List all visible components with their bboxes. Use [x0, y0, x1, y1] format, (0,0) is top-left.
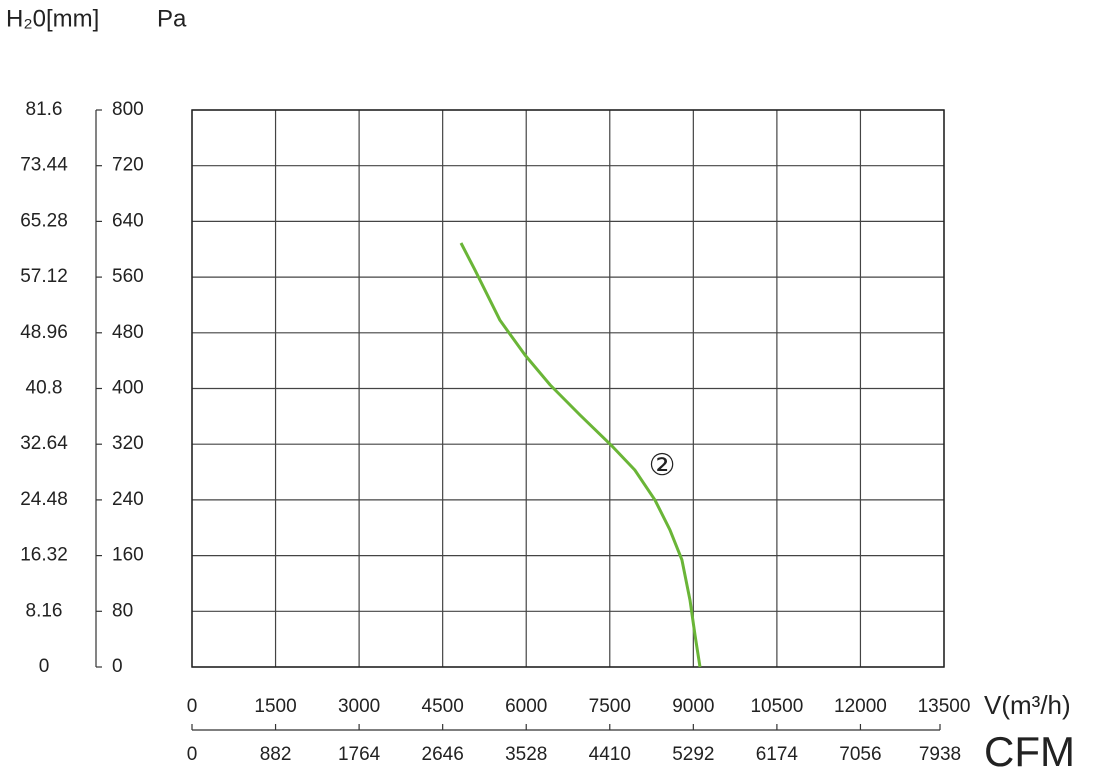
x2-tick-label: 1764 — [338, 744, 381, 765]
plot-frame — [191, 109, 945, 668]
x2-tick-label: 7056 — [839, 744, 881, 765]
y2-tick-label: 16.32 — [20, 545, 68, 566]
x2-tick-label: 7938 — [919, 744, 961, 765]
x2-tick-label: 3528 — [505, 744, 547, 765]
x2-unit-label: CFM — [984, 728, 1075, 775]
y-unit-label: Pa — [157, 5, 187, 32]
x-tick-label: 0 — [187, 696, 198, 717]
y2-tick-label: 24.48 — [20, 489, 68, 510]
y-tick-label: 320 — [112, 433, 144, 454]
y2-tick-label: 32.64 — [20, 433, 68, 454]
y2-tick-label: 0 — [39, 656, 50, 677]
y2-tick-label: 40.8 — [26, 378, 63, 399]
x-tick-label: 12000 — [834, 696, 887, 717]
x-tick-label: 3000 — [338, 696, 380, 717]
y-tick-label: 560 — [112, 266, 144, 287]
y2-tick-label: 81.6 — [26, 99, 63, 120]
x-tick-label: 10500 — [750, 696, 803, 717]
x-unit-label: V(m³/h) — [984, 690, 1071, 720]
x-tick-label: 13500 — [918, 696, 971, 717]
y-tick-label: 160 — [112, 545, 144, 566]
y2-tick-label: 57.12 — [20, 266, 68, 287]
y-tick-label: 720 — [112, 155, 144, 176]
x2-tick-label: 4410 — [589, 744, 631, 765]
y2-tick-label: 73.44 — [20, 155, 68, 176]
x2-tick-label: 2646 — [422, 744, 464, 765]
y2-unit-label: H₂0[mm] — [6, 5, 99, 32]
x-tick-label: 7500 — [589, 696, 631, 717]
x2-tick-label: 0 — [187, 744, 198, 765]
y-tick-label: 0 — [112, 656, 123, 677]
y-tick-label: 640 — [112, 210, 144, 231]
x-tick-label: 6000 — [505, 696, 547, 717]
x-tick-label: 9000 — [672, 696, 714, 717]
x2-tick-label: 5292 — [672, 744, 714, 765]
y2-tick-label: 65.28 — [20, 210, 68, 231]
y-tick-label: 480 — [112, 322, 144, 343]
x2-tick-label: 6174 — [756, 744, 799, 765]
y2-tick-label: 48.96 — [20, 322, 68, 343]
y-tick-label: 400 — [112, 378, 144, 399]
y-tick-label: 240 — [112, 489, 144, 510]
x2-tick-label: 882 — [260, 744, 292, 765]
x-tick-label: 1500 — [254, 696, 296, 717]
y-tick-label: 800 — [112, 99, 144, 120]
curve — [459, 242, 702, 668]
y-tick-label: 80 — [112, 600, 133, 621]
x-tick-label: 4500 — [422, 696, 464, 717]
curve-annotation: ② — [649, 448, 676, 483]
y2-tick-label: 8.16 — [26, 600, 63, 621]
